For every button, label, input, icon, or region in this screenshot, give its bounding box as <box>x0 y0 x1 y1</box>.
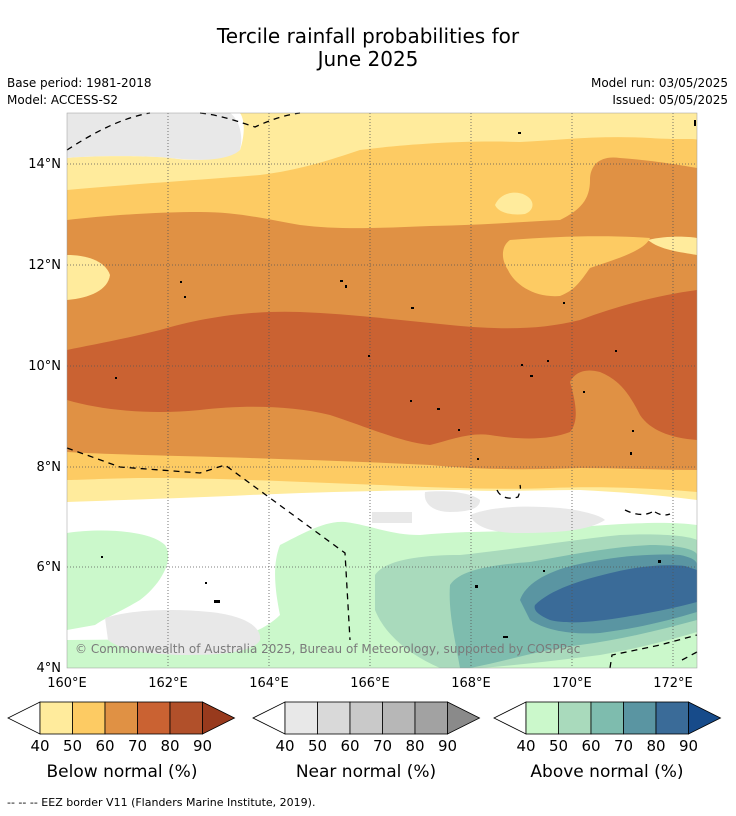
eez-border-east <box>609 634 698 669</box>
colorbar-segment <box>39 701 73 735</box>
colorbar-tick-label: 70 <box>614 737 633 755</box>
colorbar-segment <box>623 701 657 735</box>
colorbar-tick-label: 60 <box>95 737 114 755</box>
above-normal-80-region <box>534 565 697 623</box>
lon-label: 160°E <box>47 676 87 691</box>
issued-date: Issued: 05/05/2025 <box>612 93 728 107</box>
colorbar-extend-low <box>252 701 286 735</box>
colorbar-segment <box>169 701 203 735</box>
eez-border-se-dash <box>681 651 698 661</box>
colorbar-extend-high <box>202 701 236 735</box>
colorbar-tick-label: 50 <box>308 737 327 755</box>
colorbar-tick-label: 80 <box>405 737 424 755</box>
colorbar-tick-label: 70 <box>373 737 392 755</box>
map-area <box>67 113 697 668</box>
lat-label: 12°N <box>28 258 61 273</box>
below-normal-40-patch-2 <box>495 192 533 215</box>
colorbar-extend-high <box>447 701 481 735</box>
colorbar-tick-label: 90 <box>193 737 212 755</box>
eez-borders <box>66 112 698 669</box>
near-normal-region-central-2 <box>470 506 605 533</box>
colorbar-segment <box>590 701 624 735</box>
colorbar-tick-label: 70 <box>128 737 147 755</box>
colorbar-segment <box>284 701 318 735</box>
colorbar-tick-label: 60 <box>581 737 600 755</box>
colorbar-segment <box>414 701 448 735</box>
colorbar-segment <box>525 701 559 735</box>
below-normal-70-region <box>67 290 697 445</box>
colorbar-below-title: Below normal (%) <box>46 762 198 782</box>
copyright-text: © Commonwealth of Australia 2025, Bureau… <box>75 642 580 656</box>
below-normal-40-patch-3 <box>648 236 697 255</box>
colorbar-segment <box>72 701 106 735</box>
lat-label: 4°N <box>37 661 62 676</box>
lat-label: 10°N <box>28 359 61 374</box>
colorbar-tick-label: 50 <box>549 737 568 755</box>
lon-label: 166°E <box>350 676 390 691</box>
colorbar-above-normal: 40 50 60 70 80 90 <box>493 701 722 755</box>
colorbar-extend-low <box>493 701 527 735</box>
colorbar-segment <box>655 701 689 735</box>
below-normal-50-patch-1 <box>502 236 650 297</box>
colorbar-tick-label: 90 <box>438 737 457 755</box>
lat-label: 8°N <box>37 460 62 475</box>
footer-eez-note: -- -- -- EEZ border V11 (Flanders Marine… <box>7 796 316 809</box>
base-period: Base period: 1981-2018 <box>7 76 152 90</box>
colorbar-extend-high <box>688 701 722 735</box>
below-normal-40-patch-1 <box>67 255 110 300</box>
eez-border-west <box>66 447 351 641</box>
eez-border-north <box>66 112 301 151</box>
near-normal-region-north <box>67 113 242 160</box>
colorbar-tick-label: 50 <box>63 737 82 755</box>
longitude-labels: 160°E 162°E 164°E 166°E 168°E 170°E 172°… <box>47 676 693 691</box>
colorbar-tick-label: 80 <box>646 737 665 755</box>
lon-label: 170°E <box>552 676 592 691</box>
colorbar-segment <box>558 701 592 735</box>
colorbar-segment <box>382 701 416 735</box>
colorbar-below-normal: 40 50 60 70 80 90 <box>7 701 236 755</box>
colorbar-above-title: Above normal (%) <box>530 762 684 782</box>
colorbar-tick-label: 90 <box>679 737 698 755</box>
eez-border-east-coast <box>624 509 671 516</box>
map-frame <box>66 112 698 669</box>
latitude-labels: 14°N 12°N 10°N 8°N 6°N 4°N <box>28 157 61 676</box>
colorbar-extend-low <box>7 701 41 735</box>
colorbar-near-normal: 40 50 60 70 80 90 <box>252 701 481 755</box>
model-name: Model: ACCESS-S2 <box>7 93 119 107</box>
near-normal-region-south <box>105 610 261 655</box>
model-run: Model run: 03/05/2025 <box>590 76 728 90</box>
map-title-line2: June 2025 <box>317 47 419 71</box>
map-gridlines <box>67 113 697 668</box>
near-normal-region-central-1 <box>424 491 480 512</box>
lat-label: 14°N <box>28 157 61 172</box>
lon-label: 168°E <box>451 676 491 691</box>
near-normal-region-central-3 <box>372 512 412 523</box>
colorbar-near-title: Near normal (%) <box>295 762 437 782</box>
colorbar-tick-label: 80 <box>160 737 179 755</box>
lon-label: 164°E <box>249 676 289 691</box>
colorbar-tick-label: 40 <box>516 737 535 755</box>
colorbar-segment <box>104 701 138 735</box>
lon-label: 172°E <box>653 676 693 691</box>
lat-label: 6°N <box>37 560 62 575</box>
islands <box>101 120 696 638</box>
eez-border-central <box>496 484 522 499</box>
colorbar-segment <box>349 701 383 735</box>
colorbar-segment <box>137 701 171 735</box>
colorbar-tick-label: 60 <box>340 737 359 755</box>
colorbar-segment <box>317 701 351 735</box>
colorbar-tick-label: 40 <box>30 737 49 755</box>
lon-label: 162°E <box>148 676 188 691</box>
colorbar-tick-label: 40 <box>275 737 294 755</box>
map-title-line1: Tercile rainfall probabilities for <box>216 24 520 48</box>
